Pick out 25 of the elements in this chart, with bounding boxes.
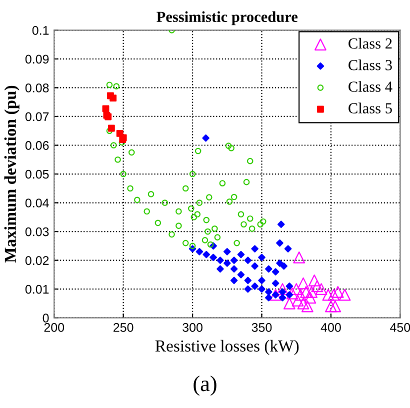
- y-tick-label: 0.02: [25, 256, 49, 265]
- y-tick-label: 0: [42, 314, 49, 322]
- y-tick-label: 0.05: [25, 170, 49, 179]
- y-tick-label: 0.1: [32, 26, 49, 35]
- y-tick-label: 0.09: [25, 54, 49, 64]
- y-axis-title: Maximum deviation (pu): [4, 86, 20, 263]
- legend-label: Class 2: [348, 38, 392, 49]
- chart-title: Pessimistic procedure: [156, 11, 298, 26]
- x-tick-label: 450: [390, 323, 410, 332]
- text: (a): [194, 376, 216, 396]
- y-tick-label: 0.04: [25, 198, 49, 208]
- x-tick-label: 250: [114, 323, 134, 332]
- x-tick-label: 400: [320, 323, 341, 332]
- legend-label: Class 4: [348, 81, 392, 92]
- y-tick-label: 0.01: [25, 284, 49, 294]
- y-tick-label: 0.03: [25, 227, 49, 236]
- y-tick-label: 0.08: [25, 84, 49, 92]
- x-axis-title: Resistive losses (kW): [155, 340, 299, 356]
- legend-label: Class 3: [348, 60, 392, 70]
- x-tick-label: 350: [252, 323, 272, 332]
- y-tick-label: 0.06: [25, 141, 49, 150]
- y-tick-label: 0.07: [25, 112, 49, 122]
- x-tick-label: 300: [182, 323, 202, 332]
- x-tick-label: 200: [44, 323, 64, 332]
- legend-label: Class 5: [348, 102, 392, 114]
